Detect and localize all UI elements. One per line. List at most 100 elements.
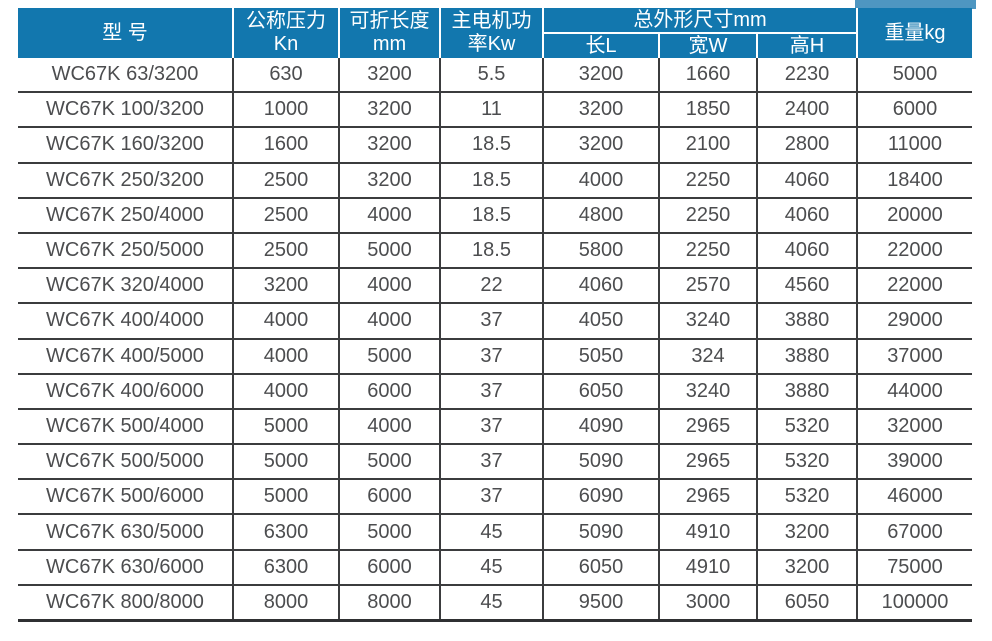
cell-weight: 5000 [856, 58, 972, 94]
cell-model: WC67K 400/5000 [18, 338, 233, 375]
cell-dim-height: 5320 [756, 444, 857, 481]
cell-motor-power: 37 [439, 408, 543, 446]
cell-weight: 18400 [856, 162, 972, 199]
table-row: WC67K 400/4000 4000 4000 37 4050 3240 3880 2900… [18, 303, 972, 340]
cell-model: WC67K 320/4000 [18, 268, 233, 305]
table-row: WC67K 400/6000 4000 6000 37 6050 3240 3880 4400… [18, 373, 972, 410]
cell-dim-width: 2965 [658, 444, 757, 481]
cell-dim-height: 3880 [756, 373, 857, 410]
cell-dim-width: 2570 [658, 268, 757, 305]
cell-dim-width: 2965 [658, 479, 757, 516]
cell-motor-power: 11 [439, 92, 543, 129]
cell-pressure: 4000 [232, 303, 339, 340]
header-dim-width: 宽W [658, 33, 757, 58]
table-row: WC67K 250/5000 2500 5000 18.5 5800 2250 4060 22… [18, 232, 972, 270]
cell-pressure: 5000 [232, 444, 339, 481]
cell-fold-length: 3200 [338, 58, 440, 94]
cell-dim-height: 3200 [756, 549, 857, 586]
cell-dim-length: 6090 [542, 479, 659, 516]
table-row: WC67K 630/5000 6300 5000 45 5090 4910 3200 6700… [18, 514, 972, 551]
cell-model: WC67K 63/3200 [18, 58, 233, 94]
table-row: WC67K 63/3200 630 3200 5.5 3200 1660 2230 5000 [18, 58, 972, 94]
cell-dim-length: 4000 [542, 162, 659, 199]
cell-motor-power: 18.5 [439, 232, 543, 270]
cell-dim-height: 3880 [756, 303, 857, 340]
cell-dim-height: 4060 [756, 162, 857, 199]
cell-fold-length: 5000 [338, 232, 440, 270]
cell-fold-length: 4000 [338, 408, 440, 446]
cell-pressure: 5000 [232, 479, 339, 516]
cell-fold-length: 5000 [338, 444, 440, 481]
cell-weight: 32000 [856, 408, 972, 446]
cell-motor-power: 37 [439, 479, 543, 516]
cell-motor-power: 45 [439, 514, 543, 551]
cell-model: WC67K 160/3200 [18, 127, 233, 164]
cell-motor-power: 37 [439, 338, 543, 375]
header-pressure: 公称压力 Kn [232, 8, 339, 58]
cell-model: WC67K 630/5000 [18, 514, 233, 551]
cell-weight: 29000 [856, 303, 972, 340]
cell-dim-height: 3880 [756, 338, 857, 375]
cell-fold-length: 3200 [338, 92, 440, 129]
cell-dim-height: 4560 [756, 268, 857, 305]
cell-pressure: 4000 [232, 373, 339, 410]
cell-motor-power: 18.5 [439, 127, 543, 164]
cell-dim-width: 1660 [658, 58, 757, 94]
cell-pressure: 6300 [232, 514, 339, 551]
cell-weight: 39000 [856, 444, 972, 481]
cell-weight: 37000 [856, 338, 972, 375]
cell-dim-height: 4060 [756, 232, 857, 270]
cell-fold-length: 4000 [338, 268, 440, 305]
cell-pressure: 1000 [232, 92, 339, 129]
cell-dim-length: 5800 [542, 232, 659, 270]
table-row: WC67K 160/3200 1600 3200 18.5 3200 2100 2800 11… [18, 127, 972, 164]
cell-pressure: 1600 [232, 127, 339, 164]
cell-dim-width: 4910 [658, 549, 757, 586]
cell-dim-height: 5320 [756, 479, 857, 516]
table-row: WC67K 500/4000 5000 4000 37 4090 2965 5320 3200… [18, 408, 972, 446]
table-row: WC67K 500/6000 5000 6000 37 6090 2965 5320 4600… [18, 479, 972, 516]
cell-weight: 67000 [856, 514, 972, 551]
cell-dim-width: 2965 [658, 408, 757, 446]
cell-model: WC67K 250/4000 [18, 197, 233, 234]
cell-motor-power: 45 [439, 584, 543, 622]
cell-fold-length: 5000 [338, 514, 440, 551]
header-weight: 重量kg [856, 8, 972, 58]
page-crop-strip [855, 0, 976, 9]
table-row: WC67K 250/3200 2500 3200 18.5 4000 2250 4060 18… [18, 162, 972, 199]
cell-pressure: 6300 [232, 549, 339, 586]
header-motor-power: 主电机功 率Kw [439, 8, 543, 58]
cell-dim-height: 6050 [756, 584, 857, 622]
cell-model: WC67K 800/8000 [18, 584, 233, 622]
cell-weight: 75000 [856, 549, 972, 586]
cell-motor-power: 45 [439, 549, 543, 586]
cell-dim-length: 4800 [542, 197, 659, 234]
cell-dim-height: 2400 [756, 92, 857, 129]
cell-dim-height: 4060 [756, 197, 857, 234]
cell-dim-width: 4910 [658, 514, 757, 551]
cell-pressure: 3200 [232, 268, 339, 305]
cell-dim-length: 6050 [542, 549, 659, 586]
cell-dim-width: 3240 [658, 303, 757, 340]
cell-motor-power: 18.5 [439, 197, 543, 234]
table-row: WC67K 320/4000 3200 4000 22 4060 2570 4560 2200… [18, 268, 972, 305]
header-pressure-line2: Kn [273, 33, 299, 55]
cell-motor-power: 37 [439, 373, 543, 410]
cell-fold-length: 3200 [338, 127, 440, 164]
cell-fold-length: 6000 [338, 479, 440, 516]
table-header: 型 号 公称压力 Kn 可折长度 mm 主电机功 率Kw 总外形尺寸mm 重量k… [18, 8, 972, 58]
cell-model: WC67K 500/6000 [18, 479, 233, 516]
cell-dim-length: 5090 [542, 444, 659, 481]
cell-dim-width: 2250 [658, 232, 757, 270]
header-fold-length: 可折长度 mm [338, 8, 440, 58]
table-row: WC67K 800/8000 8000 8000 45 9500 3000 6050 1000… [18, 584, 972, 622]
cell-pressure: 630 [232, 58, 339, 94]
cell-dim-width: 2100 [658, 127, 757, 164]
cell-weight: 46000 [856, 479, 972, 516]
cell-weight: 11000 [856, 127, 972, 164]
cell-dim-height: 2800 [756, 127, 857, 164]
cell-dim-length: 3200 [542, 58, 659, 94]
cell-dim-width: 2250 [658, 197, 757, 234]
table-body: WC67K 63/3200 630 3200 5.5 3200 1660 2230 5000 W… [18, 58, 972, 622]
cell-motor-power: 37 [439, 303, 543, 340]
